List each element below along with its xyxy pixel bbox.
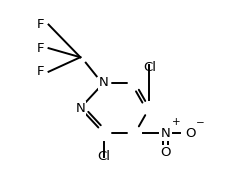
Text: O: O bbox=[185, 127, 195, 140]
Text: N: N bbox=[160, 127, 170, 140]
Text: O: O bbox=[160, 146, 170, 159]
Text: −: − bbox=[195, 118, 203, 128]
Text: +: + bbox=[171, 117, 180, 127]
Text: F: F bbox=[36, 42, 44, 55]
Text: F: F bbox=[36, 18, 44, 31]
Text: F: F bbox=[36, 65, 44, 78]
Text: Cl: Cl bbox=[97, 150, 110, 163]
Text: N: N bbox=[75, 102, 85, 115]
Text: Cl: Cl bbox=[142, 61, 155, 74]
Text: N: N bbox=[99, 76, 108, 89]
